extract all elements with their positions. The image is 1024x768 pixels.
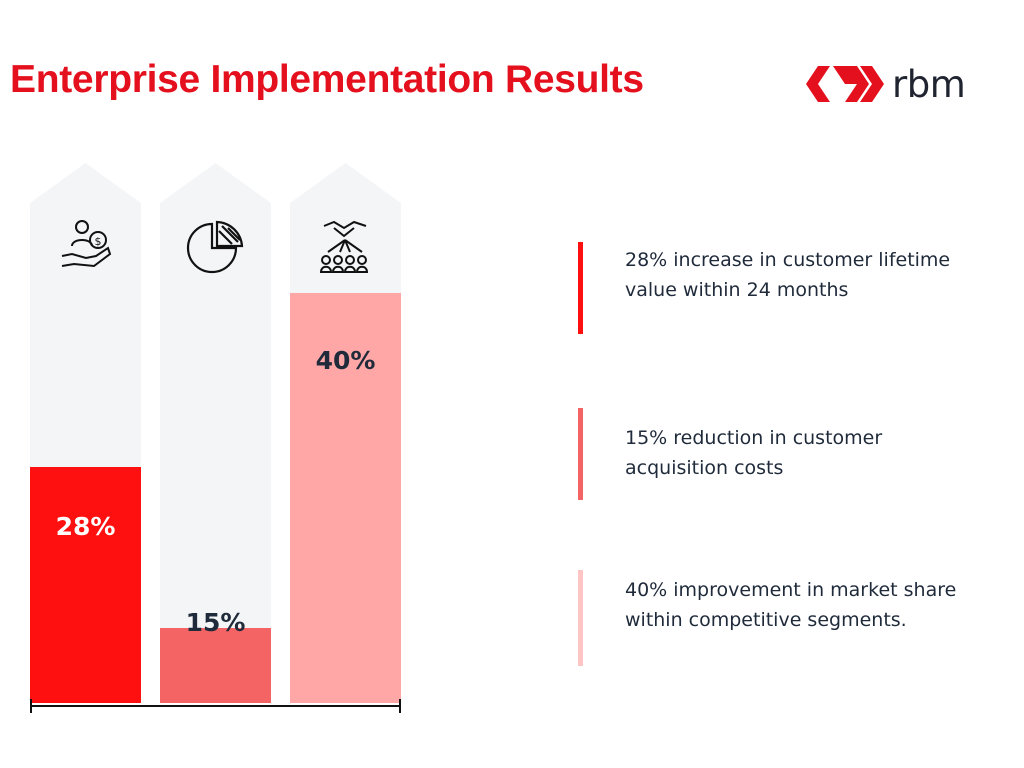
description-accent-bar <box>578 570 583 666</box>
hand-money-icon: $ <box>61 220 112 268</box>
bar <box>30 467 141 703</box>
rbm-logo-icon <box>806 66 884 102</box>
brand-logo: rbm <box>806 60 966 108</box>
bar <box>160 628 271 703</box>
handshake-audience-icon <box>319 220 369 273</box>
description-accent-bar <box>578 242 583 334</box>
pie-chart-icon <box>186 220 244 274</box>
bar-value-label: 40% <box>316 346 376 375</box>
logo-text: rbm <box>892 62 966 106</box>
dollar-glyph: $ <box>95 235 102 248</box>
bar <box>290 293 401 703</box>
description-text: 40% improvement in market share within c… <box>625 579 957 631</box>
page-title: Enterprise Implementation Results <box>10 58 644 101</box>
bar-track <box>160 163 271 703</box>
description-accent-bar <box>578 408 583 500</box>
description-text: 28% increase in customer lifetime value … <box>625 249 951 301</box>
bar-value-label: 28% <box>56 512 116 541</box>
description-text: 15% reduction in customer acquisition co… <box>625 427 883 479</box>
bar-value-label: 15% <box>186 608 246 637</box>
